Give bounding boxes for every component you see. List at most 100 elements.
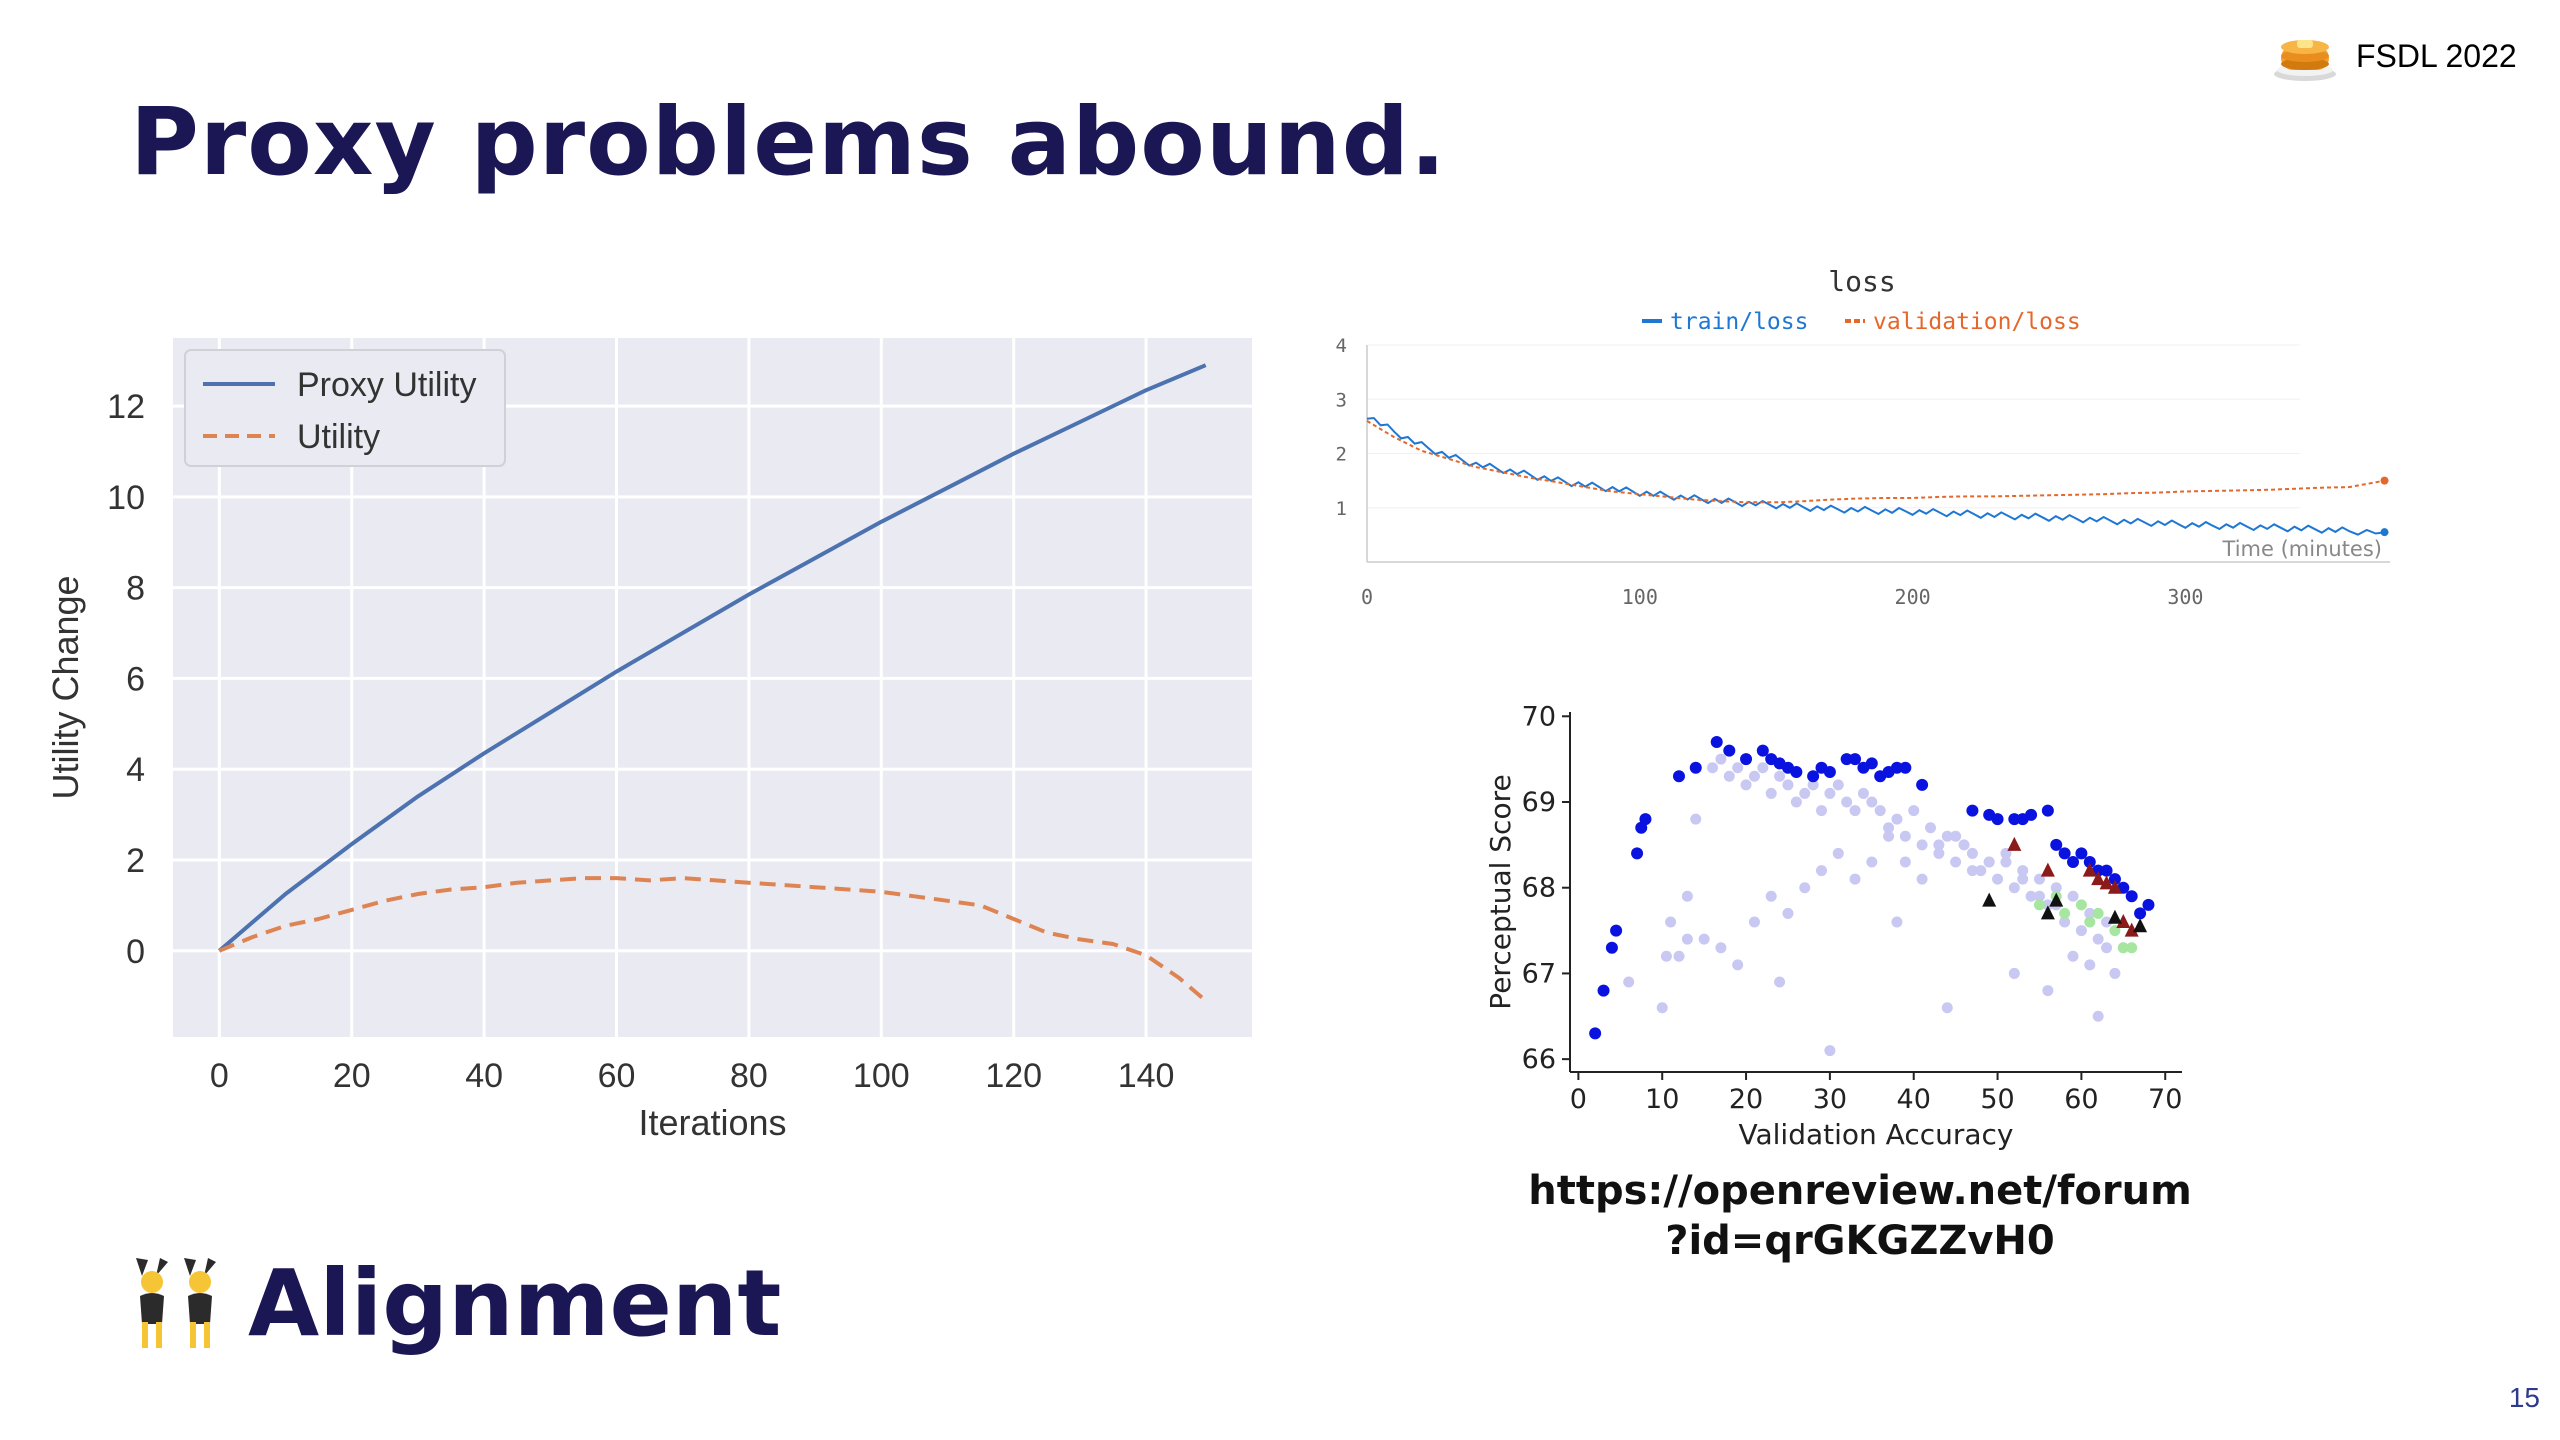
scatter-point	[1849, 873, 1861, 885]
x-tick-label: 80	[730, 1057, 768, 1095]
scatter-point	[1849, 753, 1862, 766]
scatter-point	[2109, 967, 2121, 979]
y-tick-label: 0	[126, 933, 145, 971]
y-tick-label: 6	[126, 660, 145, 698]
x-axis-label: Iterations	[638, 1102, 786, 1143]
scatter-point	[2041, 804, 2054, 817]
scatter-point	[2008, 882, 2020, 894]
y-tick-label: 70	[1522, 701, 1556, 732]
scatter-point	[1681, 933, 1693, 945]
x-tick-label: 20	[1729, 1084, 1763, 1115]
scatter-point	[2134, 907, 2147, 920]
legend-label: train/loss	[1670, 309, 1808, 335]
scatter-point	[1899, 761, 1912, 774]
scatter-point	[1992, 873, 2004, 885]
scatter-point	[1890, 761, 1903, 774]
scatter-point	[2025, 808, 2038, 821]
scatter-point	[2125, 890, 2138, 903]
scatter-point	[2116, 914, 2131, 928]
scatter-point	[1732, 959, 1744, 971]
utility-chart: 0 20 40 60 80 100 120 140 0 2 4 6 8 10 12 Iterations Uti…	[45, 338, 1252, 1143]
scatter-point	[1710, 736, 1723, 748]
scatter-point	[1908, 805, 1920, 817]
scatter-point	[1673, 950, 1685, 962]
scatter-point	[1982, 892, 1997, 907]
scatter-point	[2017, 873, 2029, 885]
scatter-point	[1916, 778, 1929, 791]
scatter-point	[2025, 890, 2037, 902]
scatter-point	[1933, 839, 1945, 851]
x-tick-label: 60	[2064, 1084, 2098, 1115]
scatter-point	[1958, 839, 1970, 851]
section-title: Alignment	[248, 1250, 782, 1357]
scatter-point	[2042, 899, 2054, 911]
scatter-point	[1756, 744, 1769, 757]
scatter-point	[1865, 757, 1878, 770]
scatter-point	[1665, 916, 1677, 928]
scatter-point	[2067, 856, 2080, 868]
scatter-point	[1849, 805, 1861, 817]
scatter-point	[2007, 836, 2022, 851]
scatter-point	[1916, 839, 1928, 851]
scatter-point	[1757, 762, 1769, 774]
slide-title: Proxy problems abound.	[130, 88, 1447, 197]
url-line-2: ?id=qrGKGZZvH0	[1665, 1218, 2055, 1264]
x-tick-label: 200	[1895, 585, 1931, 609]
scatter-point	[2050, 882, 2062, 894]
scatter-point	[2092, 907, 2104, 919]
scatter-point	[2101, 942, 2113, 954]
y-tick-label: 4	[1336, 335, 1347, 357]
scatter-point	[2017, 865, 2029, 877]
scatter-point	[1975, 865, 1987, 877]
legend-label: Utility	[297, 418, 380, 456]
scatter-point	[1672, 770, 1685, 783]
series-line-utility	[218, 876, 1208, 1003]
scatter-point	[1950, 830, 1962, 842]
scatter-point	[2082, 862, 2097, 877]
scatter-point	[1807, 779, 1819, 791]
scatter-point	[1824, 1045, 1836, 1057]
reference-url[interactable]: https://openreview.net/forum ?id=qrGKGZZ…	[1460, 1166, 2260, 1266]
scatter-point	[1891, 813, 1903, 825]
x-tick-label: 10	[1645, 1084, 1679, 1115]
scatter-point	[1840, 753, 1853, 766]
scatter-point	[2008, 967, 2020, 979]
brand: FSDL 2022	[2272, 30, 2517, 82]
scatter-point	[1715, 753, 1727, 765]
y-tick-label: 1	[1336, 498, 1347, 520]
scatter-point	[1824, 787, 1836, 799]
scatter-point	[1681, 890, 1693, 902]
chart-title: loss	[1828, 265, 1895, 298]
x-tick-label: 0	[1570, 1084, 1587, 1115]
scatter-point	[1966, 847, 1978, 859]
scatter-point	[2117, 942, 2129, 954]
scatter-point	[1765, 890, 1777, 902]
scatter-point	[2100, 864, 2113, 877]
scatter-point	[1933, 847, 1945, 859]
legend-box	[184, 349, 506, 467]
page-number: 15	[2508, 1382, 2540, 1413]
x-tick-label: 0	[210, 1057, 229, 1095]
x-tick-label: 20	[333, 1057, 371, 1095]
scatter-point	[2067, 950, 2079, 962]
x-tick-label: 40	[465, 1057, 503, 1095]
scatter-point	[2075, 847, 2088, 860]
train-end-point	[2380, 528, 2389, 537]
scatter-point	[2059, 907, 2071, 919]
scatter-point	[2049, 892, 2064, 907]
scatter-point	[2040, 862, 2055, 877]
y-tick-label: 2	[126, 842, 145, 880]
scatter-point	[1698, 933, 1710, 945]
y-tick-label: 3	[1336, 389, 1347, 411]
scatter-point	[1924, 822, 1936, 834]
scatter-point	[1941, 1002, 1953, 1014]
x-tick-label: 40	[1897, 1084, 1931, 1115]
scatter-point	[1816, 805, 1828, 817]
scatter-point	[1774, 770, 1786, 782]
scatter-point	[2126, 942, 2138, 954]
scatter-point	[1866, 856, 1878, 868]
scatter-point	[1589, 1027, 1602, 1040]
scatter-point	[2099, 875, 2114, 890]
scatter-point	[2084, 916, 2096, 928]
scatter-point	[2084, 959, 2096, 971]
